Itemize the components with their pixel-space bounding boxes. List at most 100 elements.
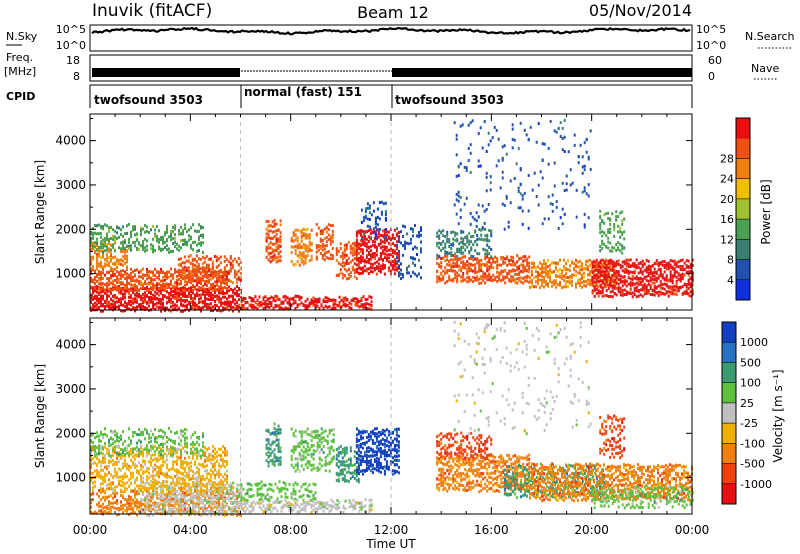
power-cell bbox=[395, 266, 398, 270]
power-cell bbox=[158, 271, 160, 275]
power-cell bbox=[150, 228, 152, 232]
power-cell bbox=[192, 291, 194, 295]
power-cell bbox=[225, 277, 228, 281]
power-cell bbox=[186, 243, 188, 247]
power-cell bbox=[114, 229, 116, 233]
power-cell bbox=[102, 253, 104, 257]
power-cell bbox=[629, 270, 632, 274]
power-cell bbox=[302, 255, 305, 259]
power-cell bbox=[202, 292, 204, 296]
power-cell bbox=[170, 297, 172, 301]
power-cell bbox=[144, 295, 146, 299]
power-cell bbox=[448, 245, 451, 248]
power-cell bbox=[179, 270, 182, 273]
power-cell bbox=[233, 272, 236, 276]
power-cell bbox=[510, 277, 513, 281]
power-cell bbox=[100, 294, 102, 298]
power-cell bbox=[456, 262, 459, 265]
power-cell bbox=[138, 282, 140, 286]
power-cell bbox=[601, 220, 604, 224]
power-cell bbox=[315, 255, 318, 259]
power-cell bbox=[661, 260, 664, 264]
power-cell bbox=[436, 231, 439, 235]
power-cell bbox=[673, 274, 676, 278]
power-cell bbox=[218, 272, 220, 276]
power-cell bbox=[393, 261, 396, 265]
power-cell bbox=[338, 302, 341, 306]
power-cell bbox=[102, 245, 104, 249]
power-cell bbox=[132, 241, 134, 245]
power-cell bbox=[645, 268, 648, 272]
power-cell bbox=[402, 235, 404, 238]
power-cell bbox=[379, 234, 382, 237]
power-cell bbox=[389, 238, 392, 242]
power-cell bbox=[490, 256, 493, 260]
power-cell bbox=[290, 236, 293, 240]
vel-cell bbox=[90, 510, 92, 514]
power-cell bbox=[623, 270, 626, 274]
power-cell bbox=[573, 262, 575, 265]
power-cell bbox=[617, 259, 620, 263]
power-cell bbox=[128, 240, 130, 244]
power-cell bbox=[294, 294, 297, 298]
power-cell bbox=[162, 247, 164, 251]
power-cell bbox=[146, 270, 148, 274]
power-cell bbox=[454, 269, 457, 273]
power-cell bbox=[605, 263, 608, 267]
power-cell bbox=[526, 269, 529, 273]
power-cell bbox=[601, 279, 604, 283]
power-cell bbox=[279, 238, 282, 242]
vel-cell bbox=[182, 498, 184, 502]
power-cell bbox=[476, 270, 479, 274]
freq-tick-top: 18 bbox=[66, 54, 80, 67]
power-cell bbox=[549, 202, 552, 206]
vel-cell bbox=[158, 504, 160, 508]
vel-cell bbox=[144, 497, 147, 501]
power-cell bbox=[294, 234, 297, 238]
vel-cell bbox=[176, 502, 179, 506]
power-cell bbox=[178, 248, 180, 252]
power-cell bbox=[673, 271, 676, 275]
power-cell bbox=[106, 295, 108, 299]
power-cell bbox=[100, 256, 102, 260]
power-cell bbox=[569, 264, 571, 268]
vel-cell bbox=[230, 507, 233, 511]
power-cell bbox=[244, 307, 247, 311]
power-cell bbox=[302, 262, 305, 266]
power-cell bbox=[166, 275, 168, 279]
power-cell bbox=[126, 302, 128, 306]
power-cell bbox=[122, 297, 124, 301]
power-cell bbox=[659, 271, 662, 275]
power-cell bbox=[325, 244, 328, 248]
power-cell bbox=[494, 255, 497, 259]
power-cell bbox=[343, 273, 346, 277]
power-cell bbox=[358, 305, 361, 309]
power-cell bbox=[106, 301, 108, 305]
power-cell bbox=[380, 200, 383, 204]
power-cell bbox=[529, 285, 531, 289]
power-cell bbox=[651, 289, 654, 293]
power-cell bbox=[323, 244, 326, 248]
power-cell bbox=[691, 288, 694, 292]
power-cell bbox=[382, 235, 385, 239]
power-cell bbox=[661, 286, 664, 290]
power-cell bbox=[457, 199, 460, 203]
power-cell bbox=[665, 265, 668, 269]
power-cell bbox=[367, 250, 370, 254]
vel-cell bbox=[174, 489, 177, 493]
power-cell bbox=[329, 235, 332, 239]
power-cell bbox=[645, 279, 648, 283]
power-cell bbox=[348, 301, 351, 305]
power-cell bbox=[611, 286, 614, 290]
power-cell bbox=[669, 273, 672, 277]
power-cell bbox=[543, 278, 545, 282]
power-cell bbox=[641, 279, 644, 283]
vel-cell bbox=[188, 489, 191, 493]
power-cell bbox=[369, 257, 372, 261]
vel-cell bbox=[168, 490, 170, 494]
power-cell bbox=[90, 277, 92, 281]
power-cell bbox=[553, 261, 555, 265]
vel-cell bbox=[132, 498, 134, 502]
power-cell bbox=[595, 291, 598, 295]
vel-cell bbox=[102, 456, 104, 460]
